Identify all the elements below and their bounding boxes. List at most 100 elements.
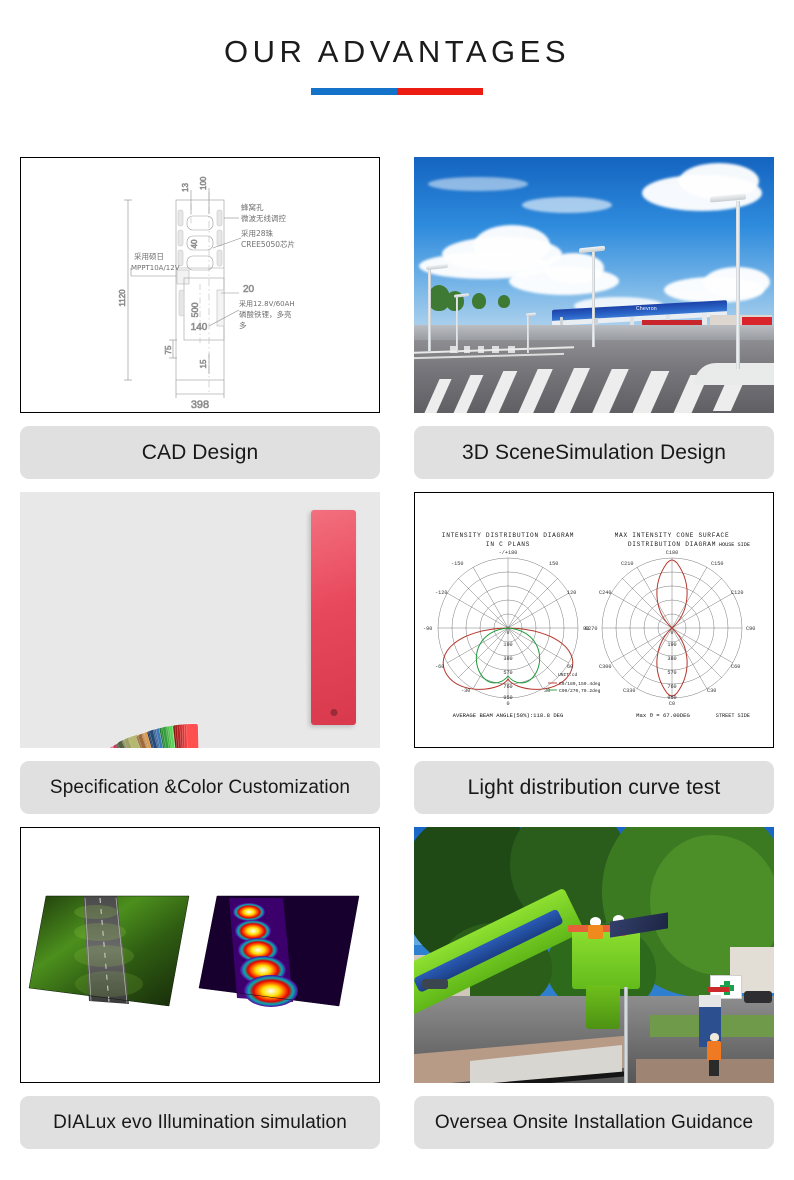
card-caption-light-distribution: Light distribution curve test (414, 761, 774, 814)
helmet (590, 917, 601, 926)
street-side-label: STREET SIDE (716, 713, 750, 719)
tree (498, 295, 510, 309)
crosswalk-stripe (478, 346, 484, 353)
cad-note-mppt-line2: MPPT10A/12V (131, 264, 180, 272)
radial-380: 380 (503, 656, 512, 662)
radial-950: 950 (503, 695, 512, 701)
radial-760: 760 (503, 684, 512, 690)
radial-570: 570 (503, 670, 512, 676)
advantage-card-scene-simulation[interactable]: Chevron (414, 157, 774, 479)
crosswalk-stripe (508, 346, 515, 353)
cabinet-panel (699, 995, 721, 1007)
photometric-report: INTENSITY DISTRIBUTION DIAGRAM IN C PLAN… (415, 493, 773, 747)
station-brand-label: Chevron (636, 306, 657, 312)
scene-simulation-media: Chevron (414, 157, 774, 413)
cad-dim-1120: 1120 (118, 289, 127, 307)
label-neg120: -120 (435, 590, 447, 596)
dialux-simulation (21, 828, 379, 1082)
fan-blade (186, 723, 202, 748)
boom-bucket (572, 927, 640, 989)
label-neg90: -90 (423, 626, 432, 632)
color-fan-media (20, 492, 380, 748)
cone-curve-upper (656, 559, 688, 629)
title-divider (311, 88, 483, 95)
label-0: 0 (506, 701, 509, 707)
plane-c0: C0 (669, 701, 675, 707)
advantage-card-light-distribution[interactable]: INTENSITY DISTRIBUTION DIAGRAM IN C PLAN… (414, 492, 774, 814)
dialux-falsecolour-map (198, 895, 360, 1007)
card-caption-cad-design: CAD Design (20, 426, 380, 479)
cad-drawing-media: 1120 13 100 40 500 140 (20, 157, 380, 413)
cad-note-mppt-line1: 采用硕日 (134, 251, 164, 261)
crosswalk-stripe (464, 346, 470, 353)
car (744, 991, 772, 1003)
cad-note-battery-line3: 多 (239, 320, 247, 330)
plane-c300: C300 (599, 664, 611, 670)
r-radial-190: 190 (667, 642, 676, 648)
dialux-road-render (28, 895, 190, 1007)
card-caption-color-customization: Specification &Color Customization (20, 761, 380, 814)
divider-red-segment (397, 88, 483, 95)
sign-arrow (707, 987, 729, 992)
right-chart-title-line2: DISTRIBUTION DIAGRAM (628, 541, 716, 548)
right-chart-title-line1: MAX INTENSITY CONE SURFACE (615, 532, 730, 539)
street-light-pole (527, 315, 529, 353)
cad-dim-398: 398 (191, 399, 209, 411)
cad-dim-100: 100 (199, 176, 208, 190)
plane-c180: C180 (666, 550, 678, 556)
cad-note-battery-line1: 采用12.8V/60AH (239, 299, 295, 308)
cad-note-honeycomb-line1: 蜂窝孔 (241, 202, 264, 212)
label-120: 120 (567, 590, 576, 596)
label-neg60: -60 (435, 664, 444, 670)
scene-render: Chevron (414, 157, 774, 413)
street-light-pole (428, 269, 431, 351)
right-chart-footer: Max θ = 67.00DEG (636, 712, 690, 719)
installation-media (414, 827, 774, 1083)
page-title: OUR ADVANTAGES (223, 34, 571, 69)
bucket-mount (586, 985, 620, 1029)
helmet (710, 1033, 719, 1041)
safety-vest (588, 925, 603, 939)
crosswalk-stripe (492, 346, 499, 353)
cad-note-led-line1: 采用28珠 (241, 228, 274, 238)
advantage-cards-grid: 1120 13 100 40 500 140 (0, 157, 794, 1149)
bucket-rail (568, 925, 644, 932)
legend-c90-270: C90/270,70.2deg (559, 688, 601, 694)
advantage-card-dialux[interactable]: DIALux evo Illumination simulation (20, 827, 380, 1149)
r-radial-760: 760 (667, 684, 676, 690)
card-caption-scene-simulation: 3D SceneSimulation Design (414, 426, 774, 479)
legend-unit: UNIT:cd (558, 672, 578, 678)
cone-curve-lower (656, 627, 688, 697)
safety-vest (707, 1041, 721, 1061)
label-180: -/+180 (499, 550, 518, 556)
curb-island (694, 363, 774, 385)
label-neg30: -30 (461, 688, 470, 694)
house-side-label: HOUSE SIDE (719, 542, 750, 548)
plane-c120: C120 (731, 590, 743, 596)
color-fan-deck (20, 492, 380, 748)
tree (472, 293, 486, 310)
advantage-card-installation[interactable]: Oversea Onsite Installation Guidance (414, 827, 774, 1149)
r-radial-570: 570 (667, 670, 676, 676)
plane-c30: C30 (707, 688, 716, 694)
advantage-card-cad-design[interactable]: 1120 13 100 40 500 140 (20, 157, 380, 479)
cad-note-honeycomb-line2: 微波无线调控 (241, 213, 286, 223)
r-radial-950: 950 (667, 695, 676, 701)
photometric-media: INTENSITY DISTRIBUTION DIAGRAM IN C PLAN… (414, 492, 774, 748)
car (422, 979, 448, 989)
cad-dim-13: 13 (181, 183, 190, 192)
cloud (428, 177, 528, 191)
svg-text:0: 0 (506, 630, 509, 636)
cloud (522, 197, 612, 213)
advantage-card-color-customization[interactable]: Specification &Color Customization (20, 492, 380, 814)
dialux-media (20, 827, 380, 1083)
cad-dim-75: 75 (164, 345, 173, 354)
cad-dim-140: 140 (191, 322, 208, 333)
plane-c240: C240 (599, 590, 611, 596)
card-caption-dialux: DIALux evo Illumination simulation (20, 1096, 380, 1149)
building-band (642, 320, 702, 326)
divider-blue-segment (311, 88, 397, 95)
plane-c330: C330 (623, 688, 635, 694)
street-light-pole (456, 297, 458, 353)
r-radial-380: 380 (667, 656, 676, 662)
